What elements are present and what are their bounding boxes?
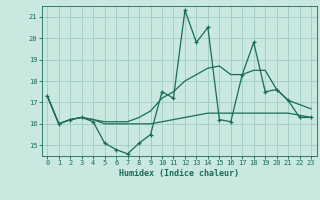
X-axis label: Humidex (Indice chaleur): Humidex (Indice chaleur) xyxy=(119,169,239,178)
